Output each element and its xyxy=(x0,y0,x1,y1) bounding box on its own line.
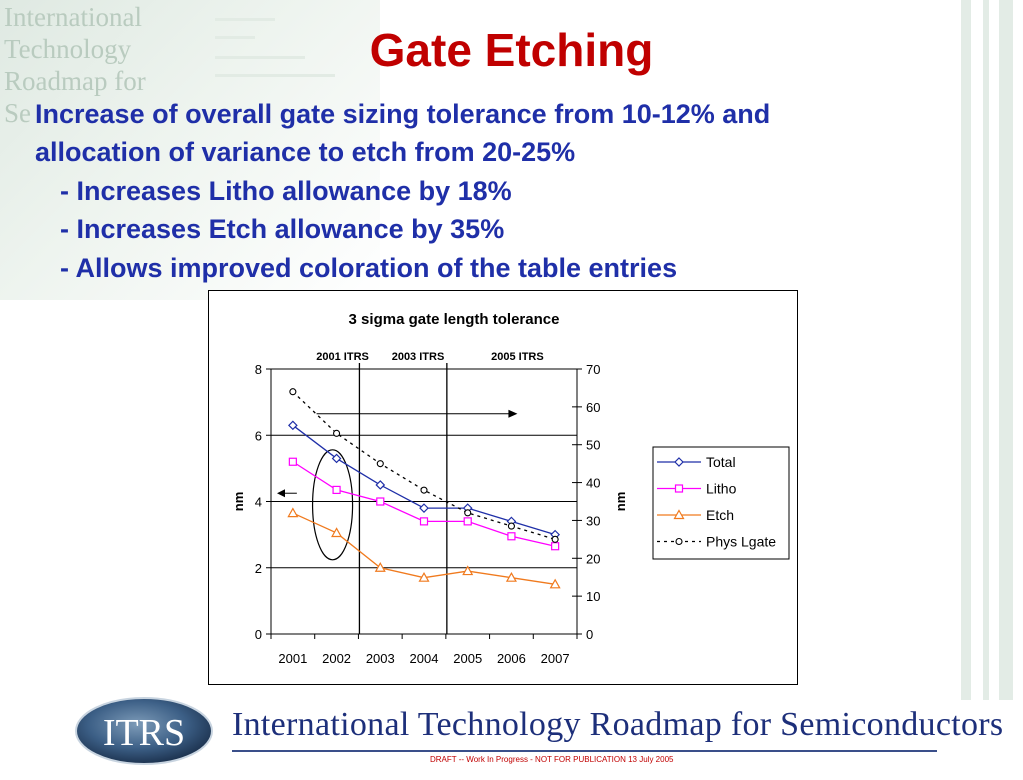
data-point xyxy=(418,571,430,582)
data-point xyxy=(375,480,386,490)
data-point xyxy=(507,532,516,541)
body-line: allocation of variance to etch from 20-2… xyxy=(35,137,576,167)
y-right-tick-label: 40 xyxy=(586,476,600,491)
watermark-line: Roadmap for xyxy=(4,66,146,96)
data-point xyxy=(287,507,299,518)
bullet-etch-allowance: - Increases Etch allowance by 35% xyxy=(60,214,505,244)
data-point xyxy=(551,535,559,543)
data-point xyxy=(376,460,384,468)
footer-draft-note: DRAFT -- Work In Progress - NOT FOR PUBL… xyxy=(430,755,674,764)
chart-frame: 3 sigma gate length tolerance 0 2 4 6 8 0 10 20 3… xyxy=(208,290,798,685)
y-right-tick-label: 10 xyxy=(586,589,600,604)
annotation-arrowhead xyxy=(277,489,285,498)
itrs-region-label: 2001 ITRS xyxy=(316,351,369,363)
data-point xyxy=(331,453,342,464)
y-right-tick-label: 0 xyxy=(586,627,593,642)
data-point xyxy=(505,571,517,582)
annotation-ellipse xyxy=(311,449,354,561)
x-tick-label: 2004 xyxy=(410,651,439,666)
x-tick-label: 2003 xyxy=(366,651,395,666)
itrs-region-label: 2003 ITRS xyxy=(392,351,445,363)
data-point xyxy=(674,484,684,493)
y-left-tick-label: 8 xyxy=(255,362,262,377)
y-left-tick-label: 6 xyxy=(255,428,262,443)
data-point xyxy=(673,509,685,520)
x-tick-label: 2006 xyxy=(497,651,526,666)
data-point xyxy=(507,522,515,530)
footer-organization-name: International Technology Roadmap for Sem… xyxy=(232,706,1004,743)
data-point xyxy=(675,537,683,546)
data-point xyxy=(462,565,474,576)
legend-entry: Total xyxy=(706,454,736,470)
svg-text:ITRS: ITRS xyxy=(103,712,185,754)
y-right-tick-label: 20 xyxy=(586,551,600,566)
legend-entry: Litho xyxy=(706,481,737,497)
watermark-line: Technology xyxy=(4,34,132,64)
itrs-logo: ITRS xyxy=(75,697,213,765)
y-left-tick-label: 0 xyxy=(255,627,262,642)
data-point xyxy=(288,457,297,466)
data-point xyxy=(674,457,684,467)
x-tick-label: 2002 xyxy=(322,651,351,666)
chart: 3 sigma gate length tolerance 0 2 4 6 8 0 10 20 3… xyxy=(231,311,790,666)
y-right-tick-label: 50 xyxy=(586,438,600,453)
data-point xyxy=(463,517,472,526)
slide-title: Gate Etching xyxy=(369,24,654,76)
x-tick-label: 2005 xyxy=(453,651,482,666)
data-point xyxy=(289,388,297,396)
annotation-arrowhead xyxy=(508,409,518,418)
data-point xyxy=(464,509,472,517)
legend-entry: Etch xyxy=(706,507,734,523)
data-point xyxy=(331,527,343,538)
data-point xyxy=(549,578,561,589)
y-left-tick-label: 4 xyxy=(255,495,262,510)
y-right-tick-label: 30 xyxy=(586,513,600,528)
y-right-axis-title: nm xyxy=(613,492,628,512)
data-point xyxy=(419,503,429,513)
y-right-tick-label: 60 xyxy=(586,400,600,415)
data-point xyxy=(374,562,386,572)
footer-divider xyxy=(232,750,937,752)
background-stripes xyxy=(953,0,1023,700)
y-left-tick-label: 2 xyxy=(255,561,262,576)
y-right-tick-label: 70 xyxy=(586,362,600,377)
x-tick-label: 2001 xyxy=(278,651,307,666)
data-point xyxy=(376,497,385,506)
data-point xyxy=(333,429,341,437)
x-tick-label: 2007 xyxy=(541,651,570,666)
body-line: Increase of overall gate sizing toleranc… xyxy=(35,99,771,129)
itrs-region-label: 2005 ITRS xyxy=(491,351,544,363)
background-gradient xyxy=(0,0,380,300)
watermark-line: International xyxy=(4,2,142,32)
data-point xyxy=(419,517,429,526)
bullet-table-coloration: - Allows improved coloration of the tabl… xyxy=(60,253,678,283)
data-point xyxy=(551,542,560,551)
bullet-litho-allowance: - Increases Litho allowance by 18% xyxy=(60,176,512,206)
chart-title: 3 sigma gate length tolerance xyxy=(349,311,560,328)
legend-entry: Phys Lgate xyxy=(706,534,776,550)
y-left-axis-title: nm xyxy=(231,492,246,512)
data-point xyxy=(420,486,428,494)
watermark-line: Se xyxy=(4,98,31,128)
data-point xyxy=(288,420,298,431)
data-point xyxy=(332,485,341,495)
